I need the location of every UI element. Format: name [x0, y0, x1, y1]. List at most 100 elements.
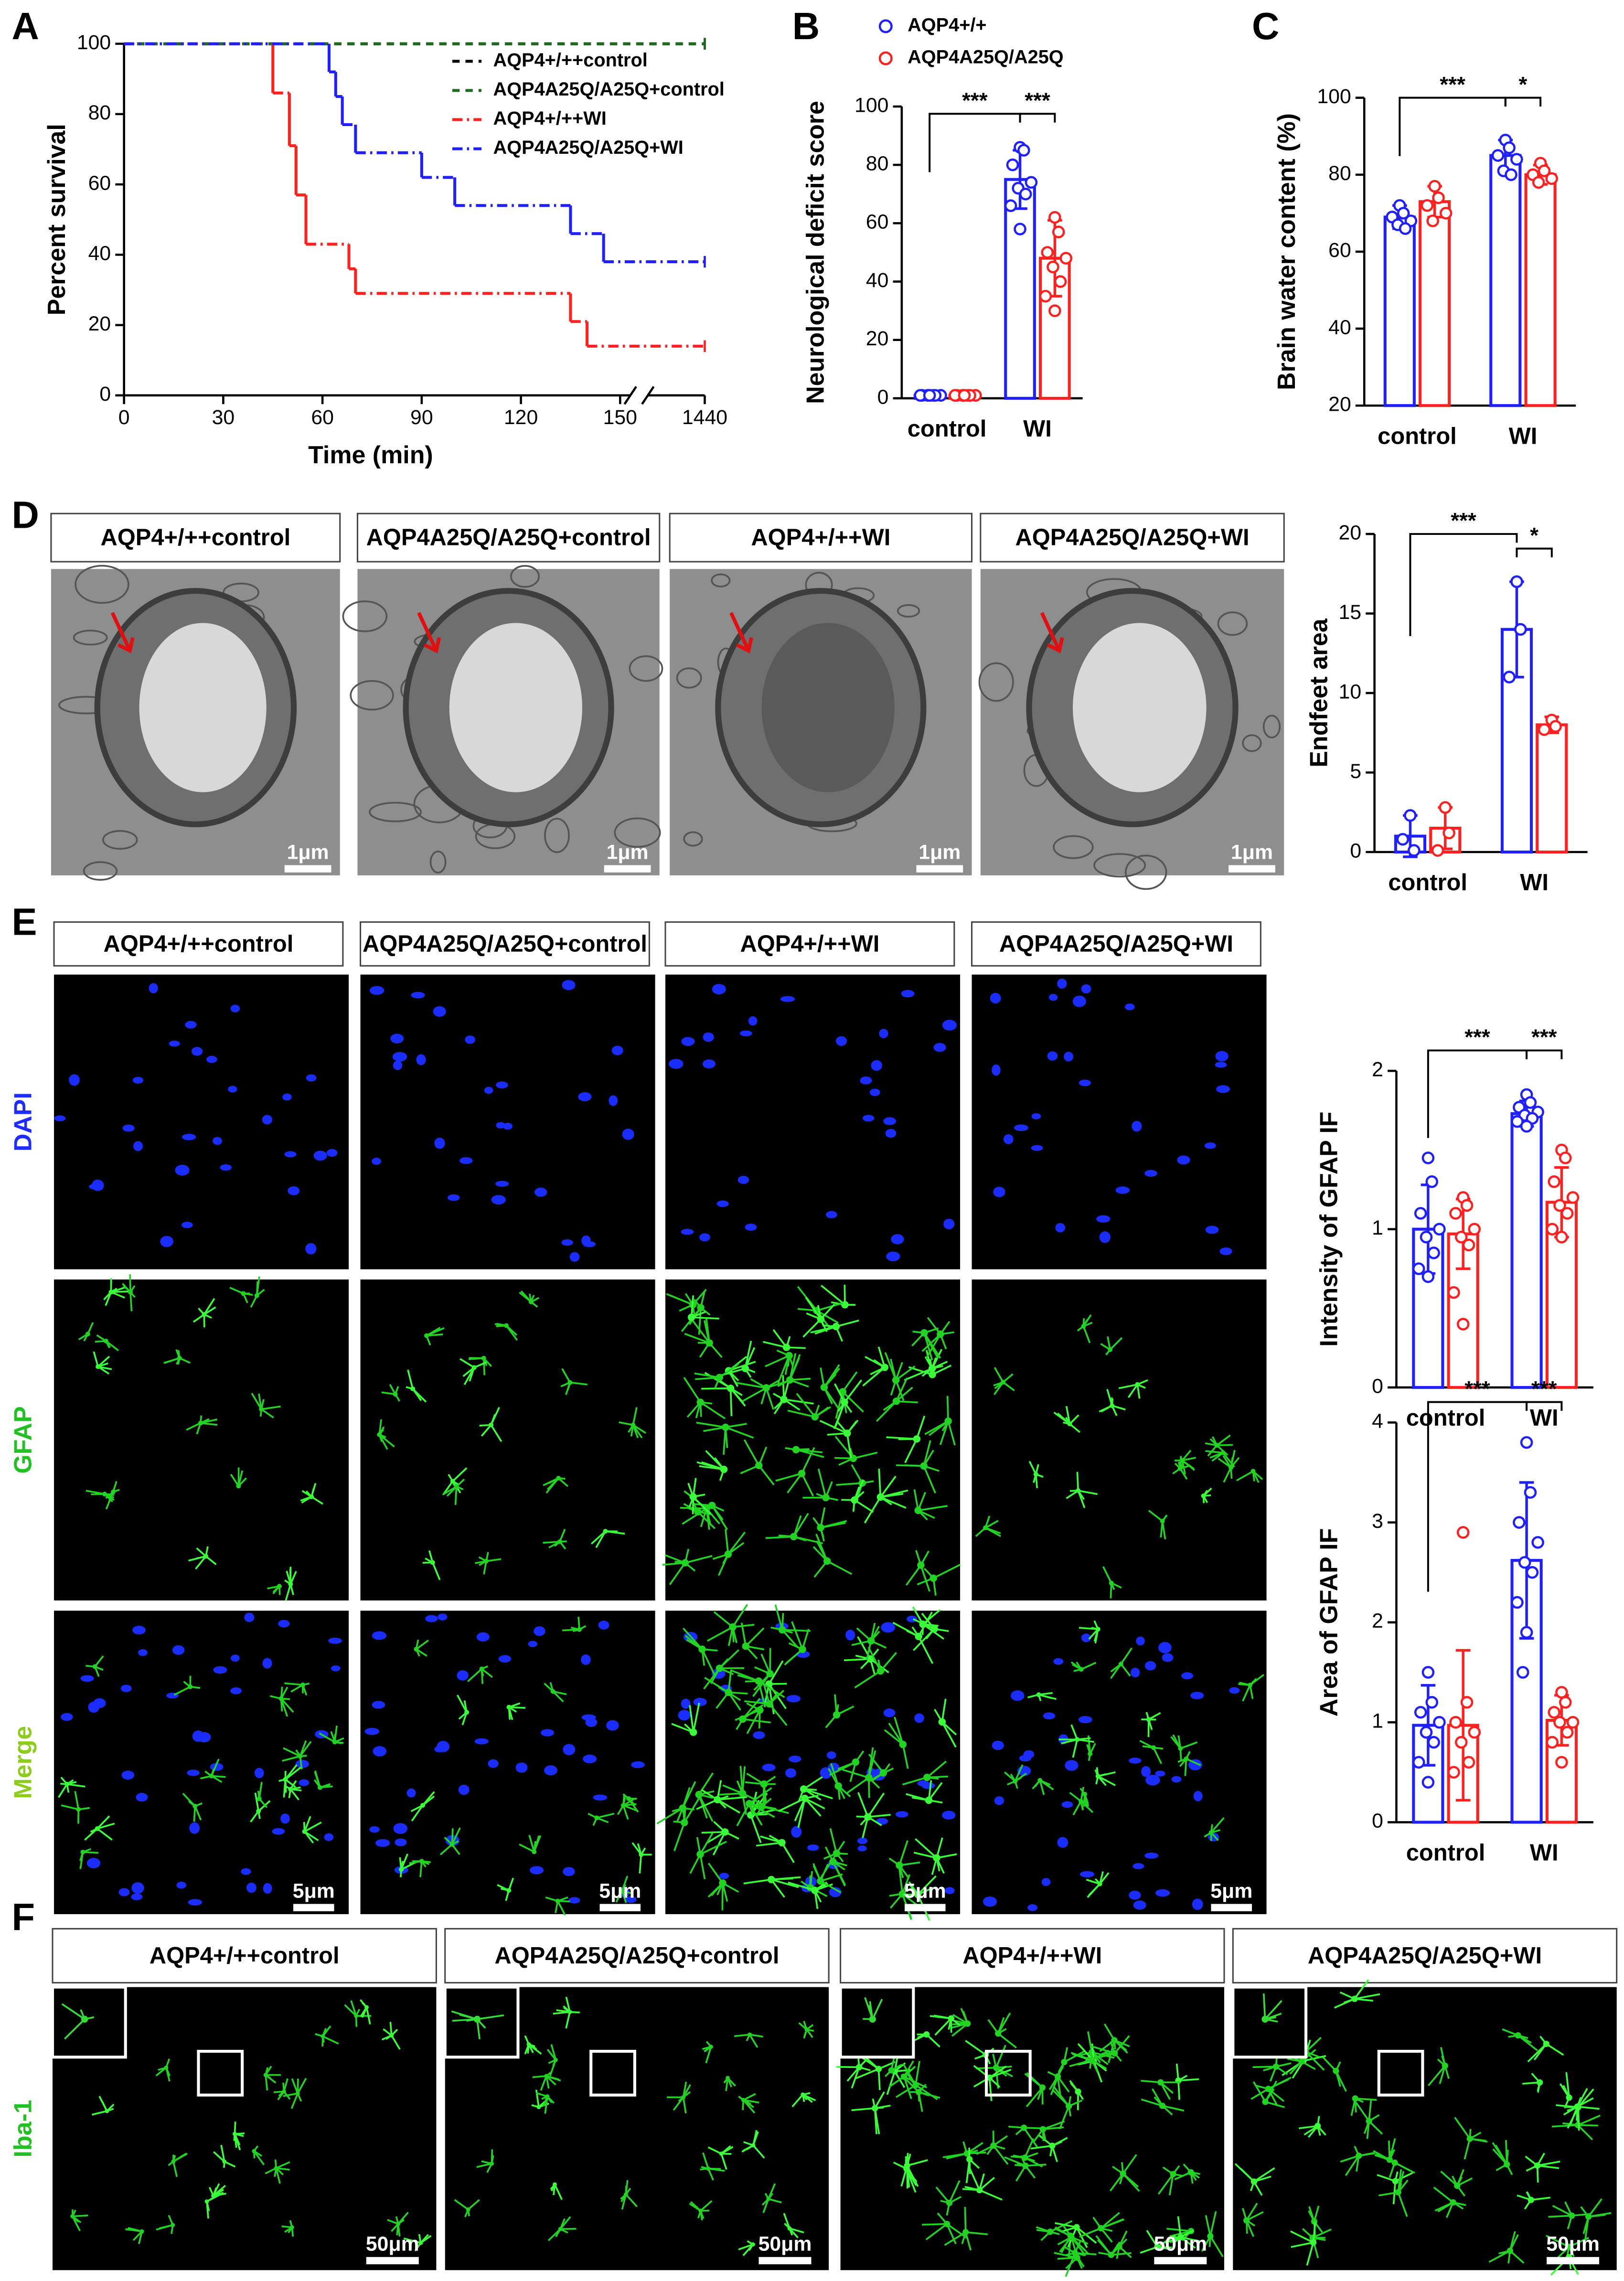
cell-process: [889, 2060, 928, 2100]
cell-body: [747, 1811, 755, 1819]
nucleus: [213, 1666, 227, 1674]
vessel-lumen: [761, 623, 895, 792]
image-label: AQP4+/++WI: [751, 525, 890, 551]
nucleus: [86, 1858, 101, 1869]
x-tick-label: WI: [1509, 423, 1538, 449]
nucleus: [1043, 1712, 1056, 1720]
cell-body: [1356, 2153, 1362, 2159]
nucleus: [176, 1881, 186, 1889]
nucleus: [262, 1658, 272, 1669]
cell-body: [536, 2105, 541, 2110]
scale-bar-label: 5μm: [904, 1879, 946, 1902]
nucleus: [593, 1794, 608, 1801]
nucleus: [160, 1236, 173, 1247]
cell-body: [851, 1496, 858, 1504]
cell-body: [278, 1696, 284, 1701]
cell-body: [929, 1371, 936, 1378]
cell-body: [171, 2223, 175, 2228]
nucleus: [631, 1761, 645, 1769]
cell-process: [1525, 2153, 1560, 2183]
zoom-box: [984, 2049, 1032, 2097]
scale-bar-label: 50μm: [759, 2233, 812, 2256]
cell-body: [1095, 1774, 1100, 1779]
nucleus: [1057, 979, 1067, 989]
nucleus: [263, 1883, 272, 1894]
em-texture: [683, 831, 703, 847]
image-label-box: [664, 921, 955, 967]
nucleus: [61, 1713, 73, 1721]
cell-process: [265, 2066, 281, 2091]
cell-process: [208, 2183, 226, 2197]
nucleus: [122, 1124, 135, 1132]
cell-process: [944, 2206, 988, 2251]
image-label-box: [50, 512, 341, 563]
cell-process: [422, 1550, 441, 1580]
cell-body: [603, 1529, 608, 1534]
cell-process: [770, 1604, 811, 1649]
y-tick-label: 20: [88, 312, 111, 335]
cell-process: [1058, 1724, 1094, 1758]
cell-body: [95, 1826, 100, 1831]
em-texture: [711, 573, 731, 587]
arrow: [417, 612, 441, 654]
nucleus: [791, 1826, 802, 1838]
nucleus: [313, 1151, 327, 1161]
cell-process: [85, 1655, 104, 1677]
nucleus: [138, 1649, 148, 1656]
legend-label: AQP4A25Q/A25Q+control: [493, 79, 725, 100]
cell-process: [103, 1278, 129, 1306]
cell-body: [1135, 1382, 1140, 1387]
cell-body: [108, 1290, 114, 1295]
cell-body: [716, 1664, 724, 1672]
cell-process: [313, 1770, 333, 1789]
cell-process: [1032, 1780, 1054, 1795]
legend-marker: [878, 51, 893, 65]
nucleus: [907, 1615, 918, 1622]
cell-process: [740, 1439, 775, 1486]
significance-bracket: [1409, 533, 1518, 636]
cell-body: [1089, 2057, 1095, 2063]
nucleus: [131, 1893, 143, 1900]
cell-body: [1068, 2234, 1075, 2240]
nucleus: [885, 1129, 897, 1138]
nucleus: [994, 1796, 1004, 1805]
cell-process: [378, 1419, 395, 1450]
em-texture: [83, 861, 118, 881]
nucleus: [693, 1697, 707, 1706]
cell-body: [755, 1461, 763, 1470]
nucleus: [1011, 1690, 1025, 1701]
cell-process: [1522, 2073, 1541, 2093]
cell-body: [778, 1839, 786, 1846]
cell-process: [1492, 2140, 1513, 2175]
nucleus: [1129, 1890, 1141, 1900]
cell-process: [284, 1567, 297, 1601]
nucleus: [561, 1239, 573, 1246]
nucleus: [1079, 1079, 1091, 1087]
nucleus: [1171, 1776, 1182, 1783]
cell-process: [975, 1515, 1001, 1537]
cell-body: [738, 1790, 747, 1797]
fluorescence-image: [665, 1610, 961, 1914]
data-point: [1510, 575, 1523, 588]
cell-body: [721, 1828, 729, 1836]
cell-process: [479, 1407, 502, 1442]
data-point: [1503, 671, 1516, 684]
cell-body: [1208, 1830, 1214, 1835]
cell-process: [825, 1694, 855, 1728]
scale-bar: [759, 2257, 812, 2265]
nucleus: [1177, 1155, 1190, 1165]
data-point: [1425, 1696, 1439, 1709]
cell-process: [687, 1478, 711, 1515]
error-bar: [1455, 1649, 1471, 1802]
nucleus: [780, 996, 795, 1002]
image-label: AQP4A25Q/A25Q+control: [366, 525, 651, 551]
cell-process: [886, 2047, 912, 2095]
cell-body: [188, 1684, 193, 1689]
cell-process: [562, 1617, 587, 1632]
cell-body: [832, 1322, 840, 1331]
cell-body: [1180, 1458, 1185, 1463]
cell-process: [315, 2025, 339, 2047]
cell-process: [912, 1606, 945, 1640]
image-label-box: [52, 1928, 437, 1983]
cell-body: [192, 1803, 198, 1809]
